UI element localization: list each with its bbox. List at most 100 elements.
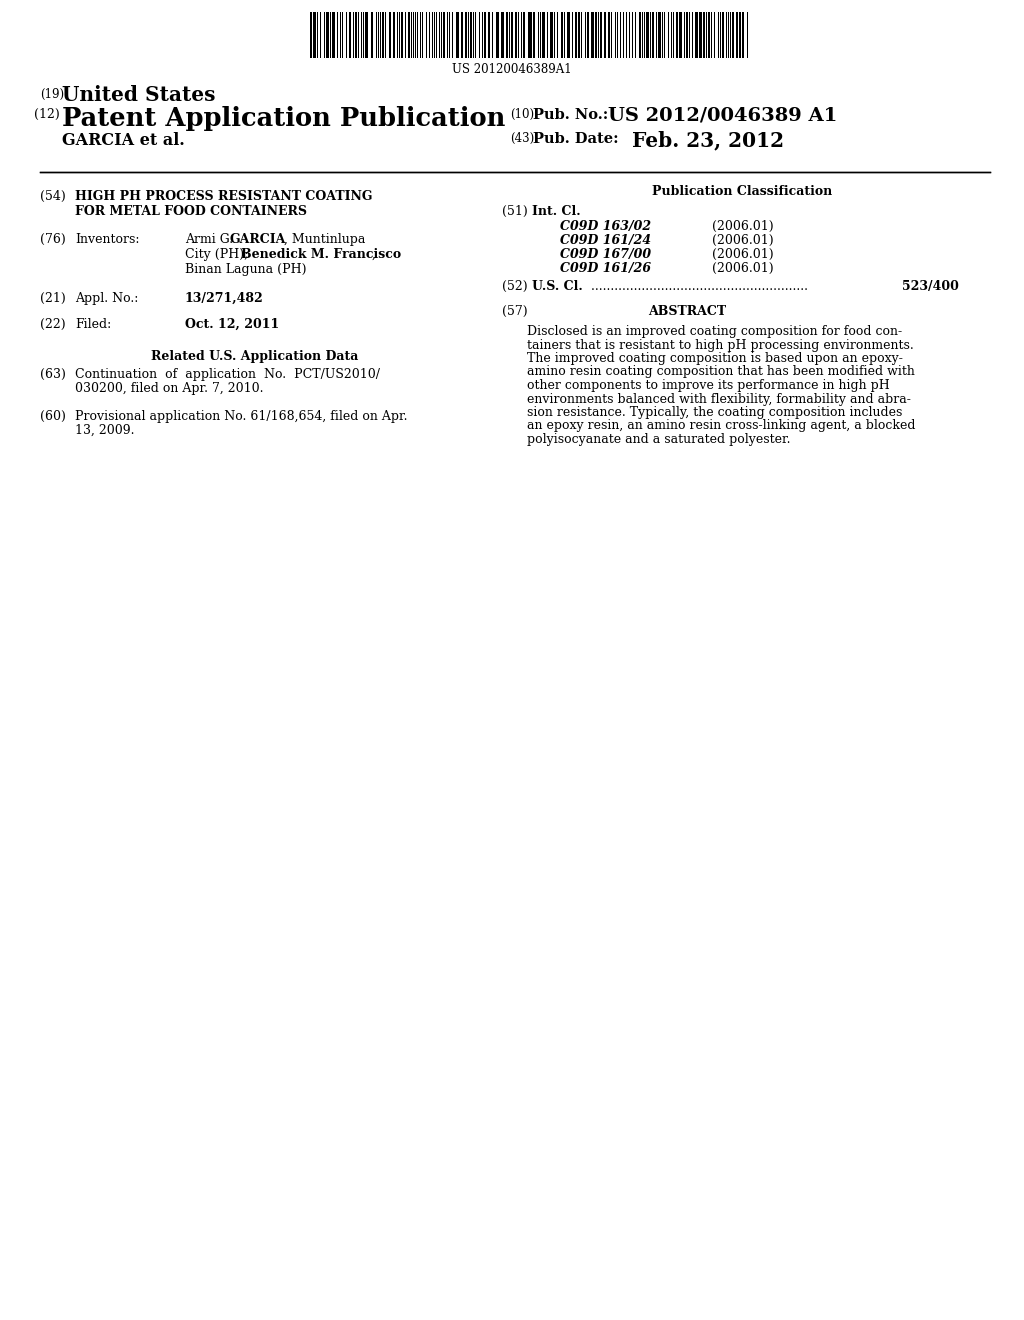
Text: GARCIA: GARCIA [229, 234, 286, 246]
Bar [685, 12, 687, 58]
Text: 13/271,482: 13/271,482 [185, 292, 264, 305]
Bar [566, 12, 569, 58]
Bar [646, 12, 649, 58]
Bar [511, 12, 513, 58]
Bar [736, 12, 738, 58]
Bar [332, 12, 335, 58]
Bar [600, 12, 602, 58]
Text: , Muntinlupa: , Muntinlupa [284, 234, 366, 246]
Bar [515, 12, 517, 58]
Bar [326, 12, 329, 58]
Text: tainers that is resistant to high pH processing environments.: tainers that is resistant to high pH pro… [527, 338, 913, 351]
Text: Continuation  of  application  No.  PCT/US2010/: Continuation of application No. PCT/US20… [75, 368, 380, 381]
Bar [742, 12, 744, 58]
Bar [372, 12, 374, 58]
Text: FOR METAL FOOD CONTAINERS: FOR METAL FOOD CONTAINERS [75, 205, 307, 218]
Text: 13, 2009.: 13, 2009. [75, 424, 134, 437]
Text: (2006.01): (2006.01) [712, 248, 773, 261]
Text: 030200, filed on Apr. 7, 2010.: 030200, filed on Apr. 7, 2010. [75, 381, 263, 395]
Text: Feb. 23, 2012: Feb. 23, 2012 [632, 129, 784, 150]
Text: US 20120046389A1: US 20120046389A1 [453, 63, 571, 77]
Bar [550, 12, 553, 58]
Text: Benedick M. Francisco: Benedick M. Francisco [241, 248, 401, 261]
Bar [484, 12, 486, 58]
Text: (2006.01): (2006.01) [712, 261, 773, 275]
Text: Pub. No.:: Pub. No.: [534, 108, 608, 121]
Bar [470, 12, 472, 58]
Text: Related U.S. Application Data: Related U.S. Application Data [152, 350, 358, 363]
Bar [400, 12, 402, 58]
Text: ........................................................: ........................................… [587, 280, 808, 293]
Bar [443, 12, 444, 58]
Bar [739, 12, 741, 58]
Text: sion resistance. Typically, the coating composition includes: sion resistance. Typically, the coating … [527, 407, 902, 418]
Bar [497, 12, 500, 58]
Bar [591, 12, 594, 58]
Text: other components to improve its performance in high pH: other components to improve its performa… [527, 379, 890, 392]
Bar [722, 12, 724, 58]
Bar [694, 12, 697, 58]
Bar [456, 12, 459, 58]
Text: amino resin coating composition that has been modified with: amino resin coating composition that has… [527, 366, 914, 379]
Text: Publication Classification: Publication Classification [652, 185, 833, 198]
Bar [523, 12, 525, 58]
Text: (12): (12) [34, 108, 59, 121]
Bar [658, 12, 662, 58]
Text: (10): (10) [510, 108, 535, 121]
Text: US 2012/0046389 A1: US 2012/0046389 A1 [608, 106, 838, 124]
Text: (52): (52) [502, 280, 527, 293]
Bar [488, 12, 490, 58]
Text: GARCIA et al.: GARCIA et al. [62, 132, 184, 149]
Bar [461, 12, 463, 58]
Text: (60): (60) [40, 411, 66, 422]
Bar [708, 12, 710, 58]
Bar [698, 12, 701, 58]
Bar [608, 12, 610, 58]
Text: ABSTRACT: ABSTRACT [648, 305, 726, 318]
Bar [561, 12, 563, 58]
Bar [574, 12, 577, 58]
Text: (63): (63) [40, 368, 66, 381]
Bar [532, 12, 535, 58]
Text: (57): (57) [502, 305, 527, 318]
Text: C09D 163/02: C09D 163/02 [560, 220, 651, 234]
Bar [388, 12, 390, 58]
Bar [502, 12, 505, 58]
Bar [702, 12, 705, 58]
Text: (19): (19) [40, 88, 65, 102]
Bar [604, 12, 606, 58]
Bar [408, 12, 410, 58]
Text: an epoxy resin, an amino resin cross-linking agent, a blocked: an epoxy resin, an amino resin cross-lin… [527, 420, 915, 433]
Bar [355, 12, 357, 58]
Bar [465, 12, 467, 58]
Bar [366, 12, 369, 58]
Bar [506, 12, 508, 58]
Bar [349, 12, 351, 58]
Bar [595, 12, 597, 58]
Text: Oct. 12, 2011: Oct. 12, 2011 [185, 318, 280, 331]
Text: (22): (22) [40, 318, 66, 331]
Text: Appl. No.:: Appl. No.: [75, 292, 138, 305]
Text: C09D 161/24: C09D 161/24 [560, 234, 651, 247]
Text: 523/400: 523/400 [902, 280, 958, 293]
Text: polyisocyanate and a saturated polyester.: polyisocyanate and a saturated polyester… [527, 433, 791, 446]
Text: HIGH PH PROCESS RESISTANT COATING: HIGH PH PROCESS RESISTANT COATING [75, 190, 373, 203]
Text: (54): (54) [40, 190, 66, 203]
Text: environments balanced with flexibility, formability and abra-: environments balanced with flexibility, … [527, 392, 911, 405]
Text: Disclosed is an improved coating composition for food con-: Disclosed is an improved coating composi… [527, 325, 902, 338]
Text: Patent Application Publication: Patent Application Publication [62, 106, 506, 131]
Text: C09D 167/00: C09D 167/00 [560, 248, 651, 261]
Bar [578, 12, 580, 58]
Text: The improved coating composition is based upon an epoxy-: The improved coating composition is base… [527, 352, 903, 366]
Bar [587, 12, 589, 58]
Bar [310, 12, 312, 58]
Text: United States: United States [62, 84, 215, 106]
Text: U.S. Cl.: U.S. Cl. [532, 280, 583, 293]
Text: Armi G.: Armi G. [185, 234, 238, 246]
Text: (51): (51) [502, 205, 527, 218]
Text: (76): (76) [40, 234, 66, 246]
Text: (2006.01): (2006.01) [712, 220, 773, 234]
Bar [528, 12, 531, 58]
Text: Int. Cl.: Int. Cl. [532, 205, 581, 218]
Text: Filed:: Filed: [75, 318, 112, 331]
